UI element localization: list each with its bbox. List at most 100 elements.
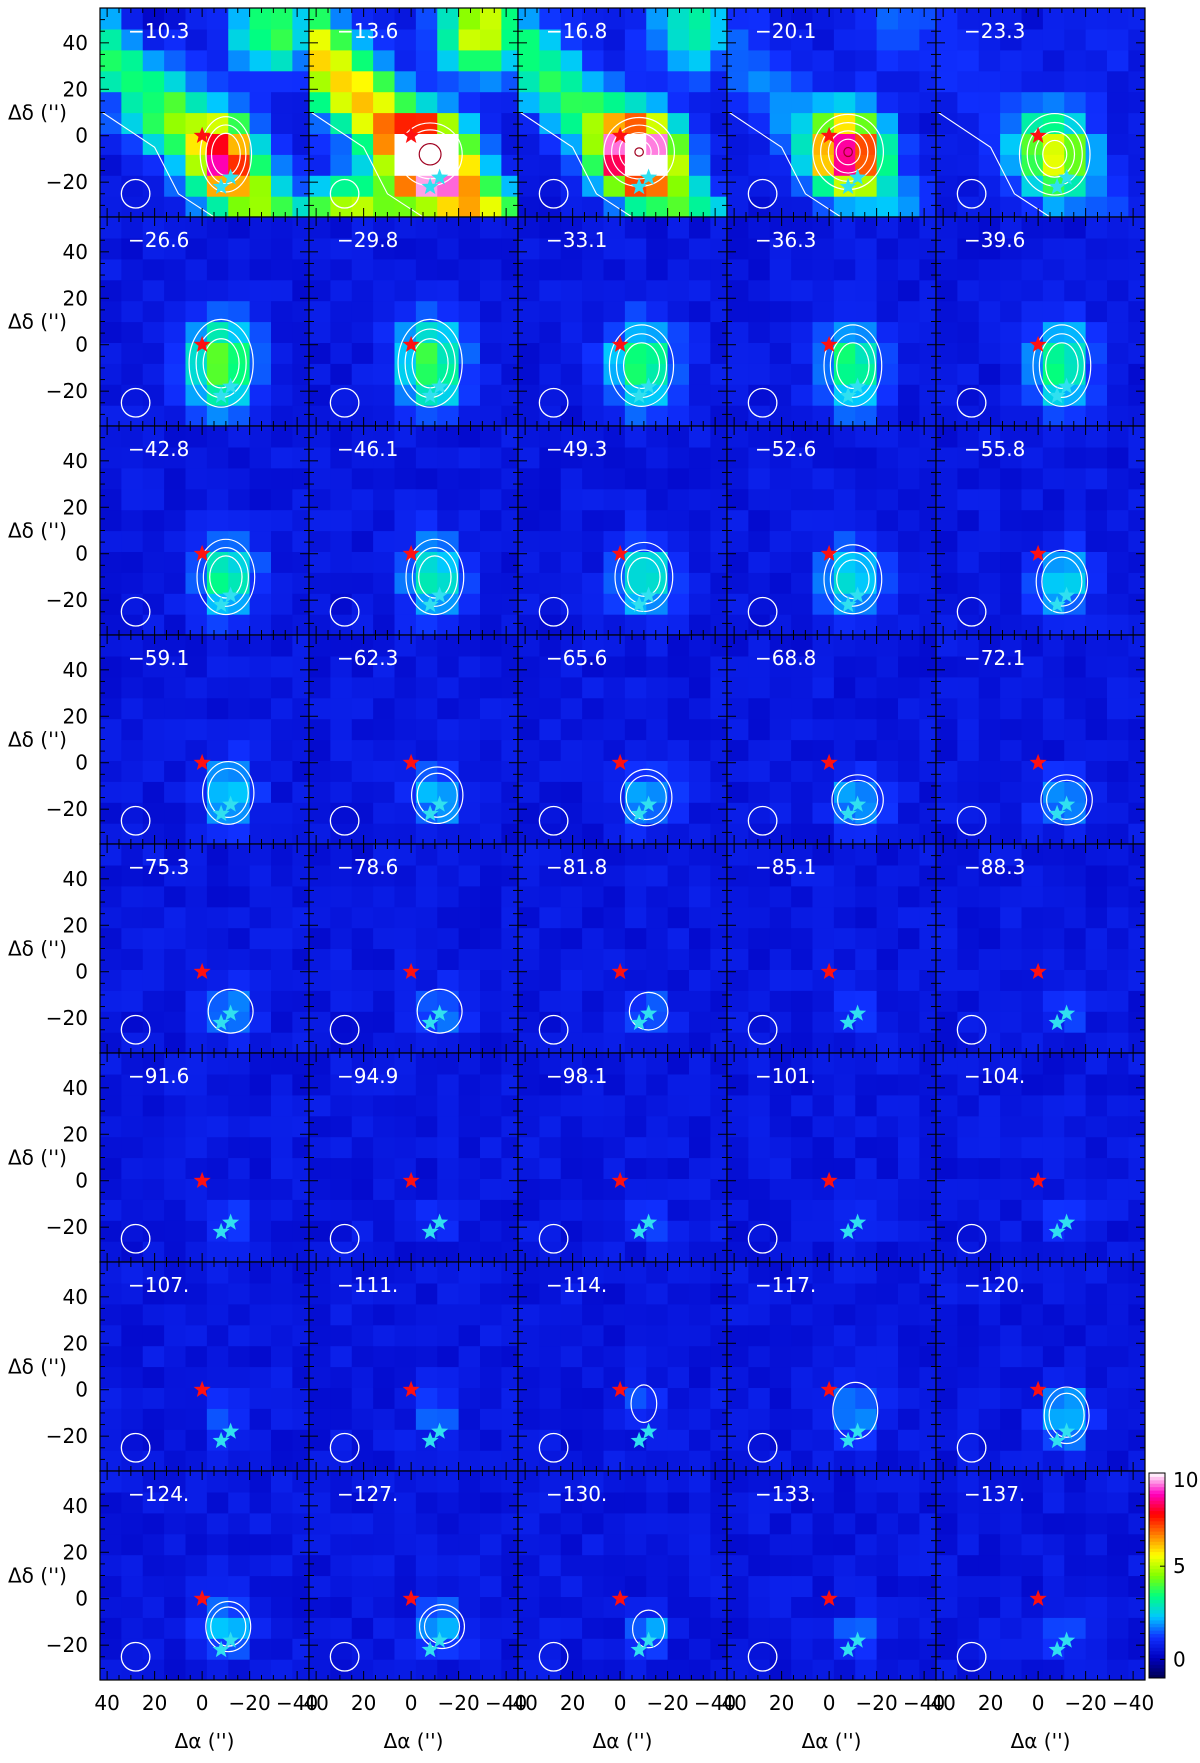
map-pixel — [458, 279, 481, 302]
map-pixel — [480, 426, 502, 448]
map-pixel — [667, 969, 690, 991]
map-pixel — [458, 990, 481, 1012]
map-pixel — [646, 446, 669, 469]
map-pixel — [855, 655, 878, 678]
map-pixel — [518, 91, 540, 114]
map-pixel — [646, 8, 669, 9]
map-pixel — [748, 426, 771, 448]
map-pixel — [667, 112, 690, 134]
map-pixel — [957, 196, 980, 217]
map-pixel — [206, 509, 229, 532]
intensity-map — [518, 426, 727, 635]
map-pixel — [142, 363, 165, 385]
map-pixel — [164, 342, 187, 364]
map-pixel — [121, 655, 144, 678]
map-pixel — [415, 49, 438, 72]
contour-line — [207, 767, 249, 818]
map-pixel — [271, 112, 293, 134]
map-pixel — [919, 217, 936, 239]
map-pixel — [978, 844, 1001, 866]
map-pixel — [1064, 300, 1087, 323]
map-pixel — [228, 885, 251, 908]
map-pixel — [582, 8, 605, 30]
map-pixel — [978, 8, 1001, 30]
red-star-marker — [820, 962, 838, 979]
velocity-label: −46.1 — [337, 437, 398, 461]
map-pixel — [748, 8, 771, 9]
map-pixel — [437, 655, 460, 678]
map-pixel — [121, 237, 144, 260]
map-pixel — [164, 760, 187, 782]
map-pixel — [855, 28, 878, 51]
map-pixel — [624, 551, 647, 573]
map-pixel — [936, 509, 958, 532]
map-pixel — [876, 70, 899, 93]
map-pixel — [582, 175, 605, 197]
map-pixel — [501, 614, 518, 635]
map-pixel — [518, 572, 540, 594]
map-pixel — [1000, 300, 1023, 323]
map-pixel — [727, 363, 749, 385]
map-pixel — [936, 1032, 958, 1053]
map-pixel — [309, 927, 331, 950]
map-pixel — [437, 279, 460, 302]
map-pixel — [228, 70, 251, 93]
map-pixel — [394, 990, 417, 1012]
map-pixel — [458, 321, 481, 343]
map-pixel — [518, 844, 540, 866]
map-pixel — [458, 8, 481, 30]
map-pixel — [603, 8, 626, 9]
map-pixel — [330, 572, 353, 594]
map-pixel — [689, 112, 711, 134]
velocity-label: −55.8 — [964, 437, 1025, 461]
map-pixel — [1021, 258, 1044, 281]
intensity-map — [936, 426, 1145, 635]
map-pixel — [100, 781, 122, 803]
map-pixel — [1021, 8, 1044, 9]
map-pixel — [919, 697, 936, 720]
map-pixel — [206, 217, 229, 239]
cyan-star-marker — [839, 804, 857, 822]
map-pixel — [351, 8, 374, 9]
cyan-star-marker — [421, 1013, 439, 1031]
map-pixel — [855, 446, 878, 469]
map-pixel — [957, 405, 980, 426]
map-pixel — [100, 844, 122, 866]
map-pixel — [271, 8, 293, 30]
channel-panel: −23.3 — [935, 7, 1146, 218]
map-pixel — [292, 906, 309, 929]
map-pixel — [518, 530, 540, 552]
map-pixel — [1042, 70, 1065, 93]
map-pixel — [501, 1011, 518, 1033]
map-pixel — [249, 739, 272, 761]
map-pixel — [748, 1011, 771, 1033]
map-pixel — [727, 237, 749, 260]
map-pixel — [501, 133, 518, 155]
map-pixel — [769, 342, 792, 364]
map-pixel — [791, 217, 814, 239]
map-pixel — [727, 844, 749, 866]
map-pixel — [667, 342, 690, 364]
map-pixel — [689, 802, 711, 824]
map-pixel — [249, 321, 272, 343]
map-pixel — [919, 91, 936, 114]
map-pixel — [833, 321, 856, 343]
map-pixel — [185, 8, 208, 9]
map-pixel — [936, 802, 958, 824]
map-pixel — [560, 572, 583, 594]
map-pixel — [1128, 446, 1145, 469]
map-pixel — [309, 405, 331, 426]
map-pixel — [1000, 467, 1023, 490]
cyan-star-marker — [849, 586, 867, 603]
contour-line — [836, 342, 870, 390]
map-pixel — [1128, 635, 1145, 657]
map-pixel — [710, 551, 727, 573]
map-pixel — [667, 8, 690, 30]
red-star-marker — [193, 126, 211, 143]
map-pixel — [727, 49, 749, 72]
map-pixel — [689, 572, 711, 594]
map-pixel — [727, 258, 749, 281]
map-pixel — [292, 802, 309, 824]
map-pixel — [100, 28, 122, 51]
map-pixel — [898, 551, 920, 573]
